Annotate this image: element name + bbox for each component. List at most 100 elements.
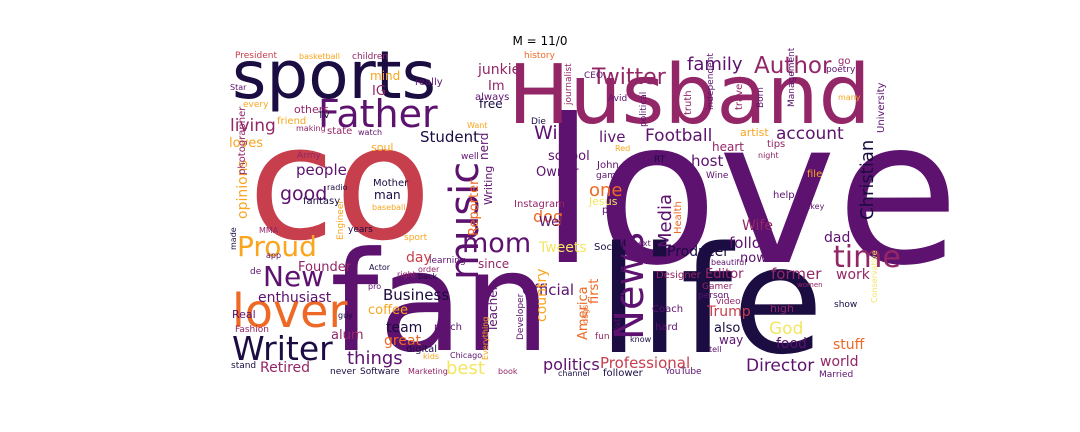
cloud-word-de: de	[250, 267, 262, 277]
cloud-word-avid: Avid	[608, 94, 627, 104]
cloud-word-john: John	[596, 160, 619, 171]
cloud-word-software: Software	[360, 367, 400, 377]
cloud-word-health: Health	[673, 201, 684, 234]
cloud-word-dogs: dogs	[581, 305, 590, 324]
cloud-word-will: Will	[534, 122, 568, 144]
cloud-word-poetry: poetry	[826, 65, 856, 75]
cloud-word-mind: mind	[370, 69, 400, 83]
cloud-word-heart: heart	[712, 140, 744, 154]
cloud-word-know: know	[630, 335, 652, 344]
cloud-word-stuff: stuff	[833, 337, 865, 353]
cloud-word-man: man	[374, 188, 401, 202]
cloud-word-mom: mom	[462, 228, 531, 259]
cloud-word-chicago: Chicago	[450, 351, 482, 360]
cloud-word-youtube: YouTube	[664, 367, 702, 377]
cloud-word-actor: Actor	[369, 263, 391, 272]
cloud-word-now: now	[740, 251, 767, 266]
cloud-word-director: Director	[746, 356, 814, 376]
cloud-word-co: co	[248, 92, 432, 276]
cloud-word-channel: channel	[558, 369, 590, 378]
cloud-word-rt: RT	[654, 155, 666, 165]
cloud-word-author: Author	[754, 53, 832, 79]
cloud-word-since: since	[478, 257, 509, 271]
cloud-word-tips: tips	[767, 139, 785, 150]
cloud-word-writing: Writing	[482, 166, 495, 205]
cloud-word-high: high	[770, 302, 794, 315]
cloud-word-ig: IG	[372, 84, 386, 99]
cloud-word-enthusiast: enthusiast	[258, 290, 332, 306]
cloud-word-die: Die	[531, 117, 546, 127]
cloud-word-others: others	[294, 103, 329, 116]
cloud-word-america: America	[576, 286, 591, 340]
cloud-word-army: Army	[297, 151, 321, 161]
cloud-word-married: Married	[819, 370, 853, 380]
cloud-word-fashion: Fashion	[235, 325, 269, 335]
cloud-word-jesus: Jesus	[588, 195, 618, 208]
cloud-word-management: Management	[787, 47, 797, 107]
cloud-word-president: President	[235, 51, 277, 61]
cloud-word-marketing: Marketing	[408, 367, 448, 376]
cloud-word-play: play	[602, 205, 623, 216]
cloud-word-star: Star	[230, 83, 247, 92]
cloud-word-founder: Founder	[298, 260, 352, 275]
cloud-word-editor: Editor	[705, 267, 744, 282]
cloud-word-loves: loves	[229, 136, 263, 151]
cloud-word-trump: Trump	[706, 304, 751, 320]
cloud-word-football: Football	[645, 126, 712, 146]
cloud-word-tv: TV	[317, 111, 330, 121]
cloud-word-dog: dog	[533, 207, 563, 226]
cloud-word-coffee: coffee	[368, 303, 408, 318]
cloud-word-instagram: Instagram	[514, 199, 565, 210]
cloud-word-wife: Wife	[742, 218, 773, 234]
cloud-word-state: state	[327, 126, 352, 137]
cloud-word-news: News	[607, 232, 653, 340]
cloud-word-gamer: Gamer	[702, 282, 733, 292]
cloud-word-husband: Husband	[508, 48, 871, 143]
cloud-word-basketball: basketball	[299, 52, 340, 61]
cloud-word-lover: lover	[232, 284, 347, 338]
cloud-word-independent: independent	[706, 53, 716, 110]
cloud-word-fan: fan	[330, 222, 551, 383]
cloud-word-never: never	[330, 367, 356, 377]
cloud-word-beautiful: beautiful	[711, 258, 746, 267]
cloud-word-proud: Proud	[237, 230, 317, 263]
cloud-word-children: children	[352, 52, 388, 62]
cloud-word-one: one	[589, 180, 623, 201]
cloud-word-dad: dad	[824, 230, 850, 246]
cloud-word-friend: friend	[277, 116, 306, 127]
cloud-word-fantasy: fantasy	[303, 196, 340, 207]
cloud-word-fun: fun	[595, 332, 610, 342]
cloud-word-tell: tell	[709, 345, 722, 354]
cloud-word-music: music	[442, 162, 488, 280]
cloud-word-truth: truth	[683, 90, 694, 115]
cloud-word-live: live	[599, 128, 625, 146]
cloud-word-soul: soul	[371, 141, 394, 154]
cloud-word-everything: Everything	[481, 317, 490, 360]
cloud-word-kids: kids	[423, 352, 439, 361]
cloud-word-making: making	[296, 124, 326, 133]
cloud-word-account: account	[776, 124, 844, 144]
cloud-word-living: living	[230, 116, 276, 136]
chart-title: M = 11/0	[512, 34, 568, 48]
cloud-word-mma: MMA	[259, 226, 279, 235]
cloud-word-digital: digital	[406, 344, 437, 355]
cloud-word-politics: politics	[543, 355, 600, 374]
cloud-word-go: go	[838, 56, 850, 67]
cloud-word-coach: Coach	[652, 304, 683, 315]
cloud-word-many: many	[838, 93, 861, 102]
cloud-word-time: time	[833, 240, 901, 275]
cloud-word-years: years	[348, 225, 373, 235]
cloud-word-school: school	[548, 149, 590, 164]
cloud-word-book: book	[498, 367, 518, 376]
cloud-word-christian: Christian	[857, 140, 878, 220]
cloud-word-back: back	[418, 272, 437, 281]
cloud-word-former: former	[771, 265, 822, 283]
cloud-word-baseball: baseball	[372, 203, 406, 212]
cloud-word-app: app	[266, 251, 281, 260]
cloud-word-day: day	[406, 250, 432, 266]
cloud-word-learning: learning	[429, 256, 466, 266]
cloud-word-night: night	[758, 151, 779, 160]
cloud-word-opinions: opinions	[235, 160, 251, 219]
cloud-word-much: much	[434, 322, 462, 333]
cloud-word-made: made	[229, 227, 238, 250]
